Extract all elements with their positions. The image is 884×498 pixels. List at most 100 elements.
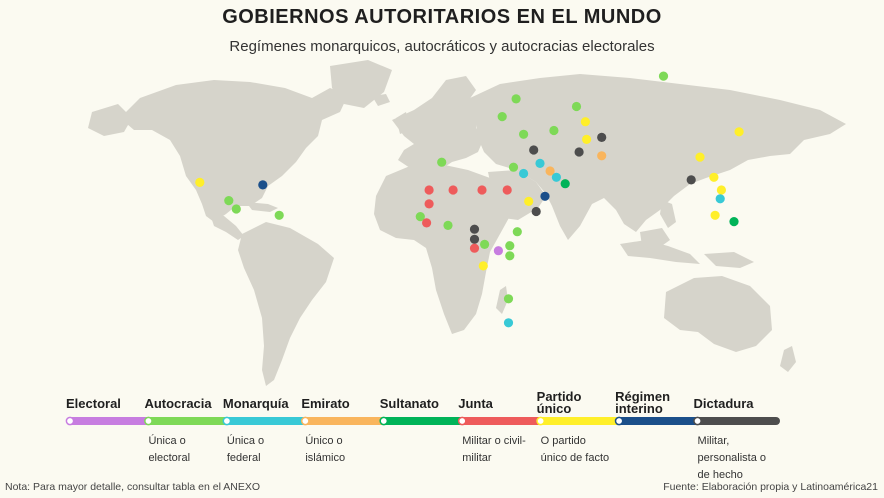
- regime-point: [597, 151, 607, 161]
- regime-point: [560, 179, 570, 189]
- legend-description: O partido único de facto: [540, 435, 610, 464]
- regime-point: [580, 117, 591, 127]
- regime-point: [531, 206, 541, 217]
- regime-point: [231, 204, 241, 214]
- australia: [664, 276, 772, 352]
- legend-marker: [457, 416, 467, 426]
- regime-point: [524, 196, 534, 206]
- regime-point: [574, 147, 584, 157]
- legend-marker: [300, 416, 310, 426]
- regime-point: [582, 134, 592, 144]
- north-america: [120, 80, 348, 222]
- regime-point: [469, 224, 480, 234]
- asia: [470, 74, 846, 240]
- regime-point: [710, 210, 720, 220]
- regime-point: [545, 166, 555, 176]
- uk: [396, 112, 410, 134]
- regime-point: [503, 294, 514, 304]
- regime-point: [448, 185, 458, 195]
- source-note: Fuente: Elaboración propia y Latinoaméri…: [663, 481, 878, 493]
- regime-point: [549, 125, 559, 136]
- regime-point: [715, 194, 725, 204]
- chart-title: GOBIERNOS AUTORITARIOS EN EL MUNDO: [222, 6, 662, 28]
- regime-point: [695, 152, 705, 162]
- legend-description: Militar, personalista o de hecho: [697, 435, 767, 481]
- regime-point: [551, 172, 562, 182]
- legend-description: Única o federal: [226, 435, 265, 464]
- regime-point: [716, 185, 727, 195]
- regime-point: [422, 218, 432, 228]
- scandinavia: [432, 76, 476, 110]
- regime-point: [480, 239, 490, 249]
- new-zealand: [780, 346, 796, 372]
- regime-point: [497, 112, 507, 122]
- chart-subtitle: Regímenes monarquicos, autocráticos y au…: [229, 38, 655, 55]
- regime-point: [519, 168, 529, 179]
- regime-point: [709, 172, 719, 182]
- regime-point: [502, 185, 512, 195]
- regime-point: [477, 185, 487, 195]
- continents: [88, 60, 846, 386]
- regime-point: [258, 180, 268, 190]
- regime-point: [503, 318, 514, 328]
- legend-label: Autocracia: [144, 396, 212, 411]
- legend-label: Electoral: [66, 396, 121, 411]
- legend-label: Junta: [458, 396, 493, 411]
- regime-point: [274, 210, 284, 220]
- alaska: [88, 104, 132, 136]
- legend-color-bar: [65, 416, 780, 426]
- regime-point: [734, 127, 744, 137]
- legend-marker: [144, 416, 153, 426]
- regime-point: [424, 199, 434, 209]
- legend-description: Militar o civil-militar: [462, 435, 526, 464]
- legend-marker: [536, 416, 546, 426]
- borneo: [640, 228, 670, 250]
- regime-point: [195, 177, 205, 187]
- legend-description: Único o islámico: [305, 435, 346, 464]
- regime-point: [424, 185, 434, 195]
- regime-point: [493, 246, 503, 256]
- legend-label: Sultanato: [379, 396, 439, 411]
- legend-label: Régimen interino: [615, 389, 671, 416]
- south-america: [238, 222, 334, 386]
- sea-islands: [620, 240, 700, 264]
- regime-point: [469, 234, 480, 244]
- central-america: [210, 214, 244, 240]
- legend-marker: [65, 416, 75, 426]
- regime-point: [519, 129, 529, 139]
- legend-label: Monarquía: [222, 396, 289, 411]
- regime-point: [505, 241, 515, 251]
- regime-point: [508, 162, 519, 172]
- legend-marker: [614, 416, 624, 426]
- regime-point: [540, 191, 550, 201]
- regime-point: [686, 175, 696, 185]
- arabia: [488, 170, 546, 220]
- legend-description: Única o electoral: [148, 435, 191, 464]
- regime-point: [529, 145, 539, 155]
- regime-point: [415, 212, 425, 222]
- iceland: [372, 94, 390, 106]
- madagascar: [496, 286, 508, 314]
- footnote: Nota: Para mayor detalle, consultar tabl…: [5, 481, 261, 493]
- regime-point: [571, 101, 582, 112]
- legend-label: Emirato: [301, 396, 350, 411]
- new-guinea: [704, 252, 754, 268]
- regime-point: [511, 94, 521, 104]
- regime-point: [437, 157, 447, 167]
- regime-point: [505, 251, 515, 261]
- regime-point: [535, 158, 545, 168]
- caribbean: [246, 202, 278, 212]
- regime-point: [469, 243, 480, 253]
- regime-point: [729, 217, 739, 227]
- legend-marker: [379, 416, 389, 426]
- regime-point: [443, 220, 453, 230]
- regime-point: [597, 132, 607, 142]
- africa: [374, 164, 510, 334]
- regime-point: [658, 71, 669, 81]
- regime-points: [195, 71, 744, 328]
- legend-marker: [693, 416, 702, 426]
- regime-point: [512, 227, 522, 237]
- europe: [392, 92, 484, 172]
- regime-point: [478, 261, 488, 271]
